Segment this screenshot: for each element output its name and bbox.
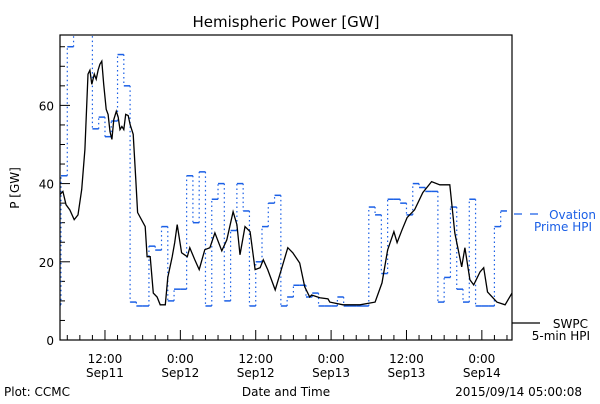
legend: Ovation Prime HPI SWPC 5-min HPI bbox=[512, 208, 596, 343]
chart-title: Hemispheric Power [GW] bbox=[193, 13, 380, 31]
legend-swpc-label-1: SWPC bbox=[553, 317, 588, 331]
y-tick-label: 20 bbox=[39, 256, 54, 270]
legend-ovation-label-1: Ovation bbox=[549, 208, 596, 222]
x-tick-time-label: 0:00 bbox=[318, 352, 345, 366]
y-tick-label: 40 bbox=[39, 178, 54, 192]
x-tick-time-label: 0:00 bbox=[167, 352, 194, 366]
x-axis-label: Date and Time bbox=[242, 385, 330, 399]
x-tick-date-label: Sep12 bbox=[161, 366, 199, 380]
legend-ovation-label-2: Prime HPI bbox=[534, 220, 592, 234]
axes: 020406012:00Sep110:00Sep1212:00Sep120:00… bbox=[39, 46, 508, 380]
x-tick-date-label: Sep13 bbox=[388, 366, 426, 380]
x-tick-date-label: Sep11 bbox=[86, 366, 124, 380]
x-tick-time-label: 0:00 bbox=[468, 352, 495, 366]
x-tick-date-label: Sep13 bbox=[312, 366, 350, 380]
plot-timestamp: 2015/09/14 05:00:08 bbox=[455, 385, 582, 399]
legend-swpc-label-2: 5-min HPI bbox=[532, 329, 590, 343]
x-tick-time-label: 12:00 bbox=[88, 352, 123, 366]
plot-credit: Plot: CCMC bbox=[4, 385, 70, 399]
y-tick-label: 0 bbox=[46, 334, 54, 348]
x-tick-date-label: Sep14 bbox=[463, 366, 501, 380]
series-layer bbox=[60, 35, 512, 307]
y-axis-label: P [GW] bbox=[8, 167, 22, 209]
x-tick-time-label: 12:00 bbox=[389, 352, 424, 366]
plot-frame bbox=[59, 34, 513, 341]
x-tick-time-label: 12:00 bbox=[238, 352, 273, 366]
y-tick-label: 60 bbox=[39, 99, 54, 113]
swpc-hpi-line bbox=[60, 59, 512, 306]
x-tick-date-label: Sep12 bbox=[237, 366, 275, 380]
